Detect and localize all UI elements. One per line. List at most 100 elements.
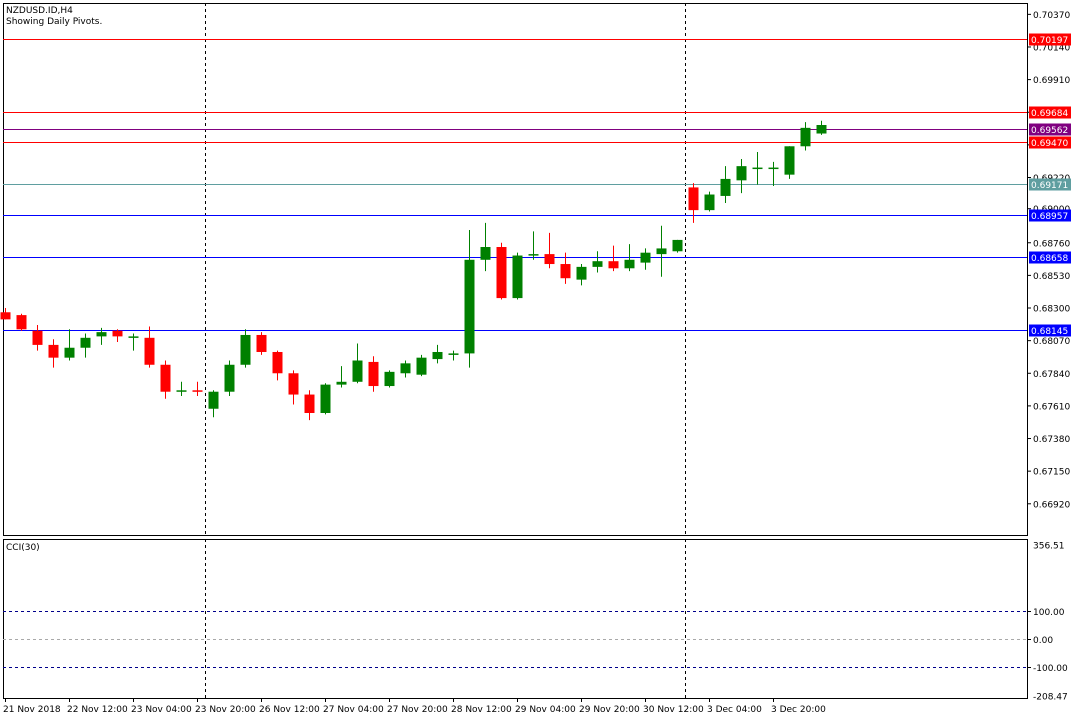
pivot-tags: 0.70197 0.69684 0.69562 0.69470 0.69171 0.689… [1029, 33, 1071, 337]
time-tick-label: 21 Nov 2018 [3, 705, 61, 715]
time-tick-label: 22 Nov 12:00 [67, 705, 128, 715]
candle-body [704, 194, 715, 211]
price-tick-label: 0.67150 [1033, 468, 1070, 478]
candle-body [720, 178, 731, 196]
candle-body [144, 337, 155, 365]
pivot-subtitle: Showing Daily Pivots. [6, 17, 102, 27]
price-tick-label: 0.67380 [1033, 435, 1070, 445]
candle-body [112, 330, 123, 337]
pivot-tag-label: 0.69684 [1031, 109, 1068, 119]
candle-body [736, 166, 747, 181]
time-tick-label: 27 Nov 04:00 [323, 705, 384, 715]
pivot-tag [1029, 123, 1071, 136]
price-tick-label: 0.69910 [1033, 76, 1070, 86]
cci-frame [3, 539, 1028, 699]
price-tick-label: 0.67840 [1033, 370, 1070, 380]
candle-body [224, 364, 235, 392]
candle-body [320, 384, 331, 413]
candle-body [176, 390, 187, 392]
cci-extreme-label: 356.51 [1033, 542, 1065, 552]
candle-body [784, 146, 795, 175]
candle-body [640, 252, 651, 263]
price-tick-label: 0.70370 [1033, 11, 1070, 21]
candle-body [672, 239, 683, 252]
candle-body [160, 364, 171, 392]
pivot-tag-label: 0.68658 [1031, 254, 1068, 264]
pivot-tag [1029, 136, 1071, 149]
candle-body [688, 187, 699, 211]
time-tick-label: 3 Dec 20:00 [771, 705, 826, 715]
cci-tick-label: 0.00 [1033, 636, 1053, 646]
candle-body [656, 248, 667, 255]
candle-body [592, 261, 603, 267]
pivot-tag [1029, 324, 1071, 337]
time-axis: 21 Nov 2018 22 Nov 12:00 23 Nov 04:00 23 No… [3, 698, 826, 715]
time-tick-label: 3 Dec 04:00 [707, 705, 762, 715]
candle-body [336, 381, 347, 385]
candle-body [576, 266, 587, 280]
candle-body [432, 351, 443, 360]
candle-body [480, 247, 491, 260]
price-tick-label: 0.67610 [1033, 402, 1070, 412]
chart-frames [3, 3, 1028, 699]
pivot-tag [1029, 251, 1071, 264]
candle-body [464, 259, 475, 354]
candle-body [800, 127, 811, 147]
pivot-tag-label: 0.70197 [1031, 36, 1068, 46]
time-tick-label: 29 Nov 20:00 [579, 705, 640, 715]
candle-body [416, 357, 427, 375]
candle-body [624, 259, 635, 269]
candle-body [304, 394, 315, 413]
pivot-tag-label: 0.69470 [1031, 139, 1068, 149]
candle-body [192, 390, 203, 392]
price-tick-label: 0.68760 [1033, 239, 1070, 249]
time-tick-label: 26 Nov 12:00 [259, 705, 320, 715]
pivot-tag-label: 0.68957 [1031, 212, 1068, 222]
cci-tick-label: 100.00 [1033, 608, 1065, 618]
candle-body [496, 247, 507, 299]
time-tick-label: 23 Nov 04:00 [131, 705, 192, 715]
candle-body [608, 261, 619, 269]
price-tick-label: 0.68070 [1033, 337, 1070, 347]
candle-body [752, 167, 763, 170]
time-tick-label: 29 Nov 04:00 [515, 705, 576, 715]
candle-body [368, 361, 379, 387]
symbol-label: NZDUSD.ID,H4 [6, 6, 73, 16]
pivot-tag-label: 0.69562 [1031, 126, 1068, 136]
pivot-lines [3, 39, 1027, 331]
candle-body [272, 351, 283, 374]
pivot-tag [1029, 209, 1071, 222]
candle-body [16, 315, 27, 330]
time-tick-label: 23 Nov 20:00 [195, 705, 256, 715]
candle-body [560, 264, 571, 279]
price-tick-label: 0.66920 [1033, 500, 1070, 510]
day-separators [205, 3, 686, 698]
candle-body [96, 332, 107, 337]
price-tick-label: 0.68530 [1033, 272, 1070, 282]
cci-extreme-label: -208.47 [1033, 693, 1068, 703]
cci-label: CCI(30) [6, 543, 40, 553]
price-tick-label: 0.70140 [1033, 43, 1070, 53]
main-frame [3, 3, 1028, 536]
candle-body [128, 336, 139, 338]
cci-tick-label: -100.00 [1033, 664, 1068, 674]
candle-body [816, 125, 827, 134]
candle-body [384, 371, 395, 387]
candle-body [448, 353, 459, 355]
candle-body [512, 255, 523, 299]
candle-body [288, 373, 299, 395]
candle-body [64, 347, 75, 358]
candle-body [80, 337, 91, 348]
candle-body [528, 254, 539, 256]
pivot-tag-label: 0.68145 [1031, 327, 1068, 337]
candle-body [544, 254, 555, 265]
pivot-tag-label: 0.69171 [1031, 181, 1068, 191]
candle-body [208, 391, 219, 409]
candle-body [768, 167, 779, 170]
candle-body [352, 360, 363, 382]
price-tick-label: 0.68300 [1033, 305, 1070, 315]
pivot-tag [1029, 178, 1071, 191]
candle-body [256, 334, 267, 352]
time-tick-label: 30 Nov 12:00 [643, 705, 704, 715]
